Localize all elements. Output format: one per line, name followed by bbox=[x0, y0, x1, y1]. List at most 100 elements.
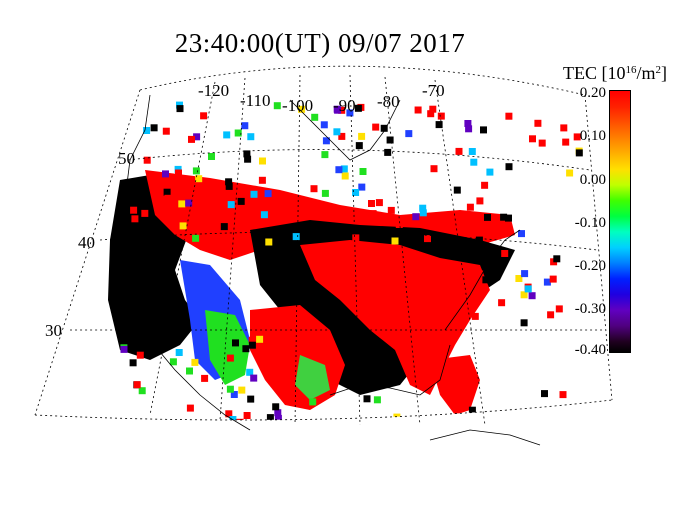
data-square bbox=[437, 112, 445, 120]
data-square bbox=[543, 278, 551, 286]
data-square bbox=[247, 395, 255, 403]
data-square bbox=[466, 203, 474, 211]
data-square bbox=[258, 176, 266, 184]
data-square bbox=[515, 275, 523, 282]
data-square bbox=[120, 345, 128, 353]
data-square bbox=[394, 447, 401, 454]
data-square bbox=[229, 416, 237, 420]
data-square bbox=[274, 409, 282, 417]
data-square bbox=[311, 113, 319, 121]
data-square bbox=[553, 255, 561, 263]
data-square bbox=[352, 189, 360, 196]
data-square bbox=[225, 182, 233, 190]
data-square bbox=[453, 186, 461, 194]
data-square bbox=[216, 441, 223, 448]
data-square bbox=[505, 112, 513, 120]
data-square bbox=[471, 312, 479, 320]
data-square bbox=[300, 456, 307, 463]
data-square bbox=[271, 448, 278, 455]
data-square bbox=[575, 149, 583, 157]
data-square bbox=[484, 213, 491, 221]
colorbar-tick: -0.30 bbox=[574, 301, 606, 317]
data-square bbox=[520, 291, 528, 299]
data-square bbox=[174, 165, 182, 173]
data-square bbox=[143, 127, 151, 134]
data-square bbox=[331, 460, 338, 467]
data-square bbox=[465, 125, 473, 133]
data-square bbox=[215, 430, 222, 437]
data-square bbox=[486, 168, 494, 176]
data-square bbox=[500, 213, 508, 221]
data-square bbox=[352, 234, 360, 242]
data-square bbox=[333, 105, 341, 113]
data-square bbox=[419, 204, 427, 212]
data-square bbox=[548, 462, 555, 469]
data-square bbox=[475, 236, 483, 244]
data-square bbox=[274, 414, 282, 420]
data-square bbox=[131, 215, 139, 223]
data-square bbox=[518, 230, 525, 238]
data-square bbox=[186, 404, 194, 412]
data-square bbox=[369, 210, 377, 218]
data-square bbox=[225, 178, 233, 186]
data-square bbox=[540, 414, 548, 420]
data-square bbox=[481, 181, 489, 189]
data-square bbox=[227, 201, 235, 209]
data-square bbox=[480, 447, 487, 454]
data-square bbox=[448, 468, 455, 475]
data-square bbox=[455, 147, 463, 155]
data-square bbox=[430, 165, 438, 173]
data-square bbox=[241, 122, 249, 130]
data-square bbox=[232, 339, 239, 347]
lat-label-50n: 50 bbox=[118, 149, 135, 168]
data-square bbox=[169, 358, 177, 366]
data-square bbox=[541, 390, 548, 398]
data-square bbox=[320, 121, 328, 129]
data-square bbox=[505, 163, 513, 171]
data-square bbox=[247, 133, 255, 141]
data-square bbox=[387, 206, 395, 214]
data-square bbox=[549, 275, 557, 283]
data-square bbox=[529, 135, 536, 143]
data-square bbox=[424, 235, 431, 243]
data-square bbox=[505, 214, 512, 222]
tec-data-layer bbox=[108, 101, 583, 475]
data-square bbox=[480, 126, 487, 134]
data-square bbox=[501, 250, 509, 257]
data-square bbox=[322, 137, 330, 145]
data-square bbox=[163, 188, 171, 196]
data-square bbox=[528, 292, 536, 300]
data-square bbox=[186, 367, 193, 375]
data-square bbox=[242, 345, 250, 353]
data-square bbox=[386, 136, 394, 144]
data-square bbox=[573, 133, 581, 141]
data-square bbox=[257, 348, 265, 356]
central-positive-region bbox=[300, 240, 490, 395]
data-square bbox=[368, 200, 375, 207]
data-square bbox=[238, 386, 246, 394]
data-square bbox=[355, 142, 363, 150]
data-square bbox=[130, 206, 138, 214]
data-square bbox=[214, 432, 221, 439]
data-square bbox=[176, 105, 184, 113]
data-square bbox=[333, 128, 341, 136]
data-square bbox=[482, 276, 490, 284]
data-square bbox=[137, 338, 145, 346]
data-square bbox=[338, 132, 346, 140]
data-square bbox=[341, 172, 349, 180]
data-square bbox=[384, 148, 392, 156]
data-square bbox=[414, 106, 422, 114]
data-square bbox=[129, 359, 137, 367]
data-square bbox=[217, 200, 225, 208]
data-square bbox=[181, 468, 188, 475]
data-square bbox=[248, 341, 256, 349]
data-square bbox=[337, 421, 344, 428]
data-square bbox=[393, 413, 401, 420]
data-square bbox=[143, 156, 151, 164]
data-square bbox=[338, 106, 346, 114]
texas-green bbox=[295, 355, 330, 400]
data-square bbox=[521, 270, 529, 278]
data-square bbox=[363, 395, 371, 403]
data-square bbox=[223, 131, 231, 139]
lon-label-120w: -120 bbox=[198, 81, 230, 100]
